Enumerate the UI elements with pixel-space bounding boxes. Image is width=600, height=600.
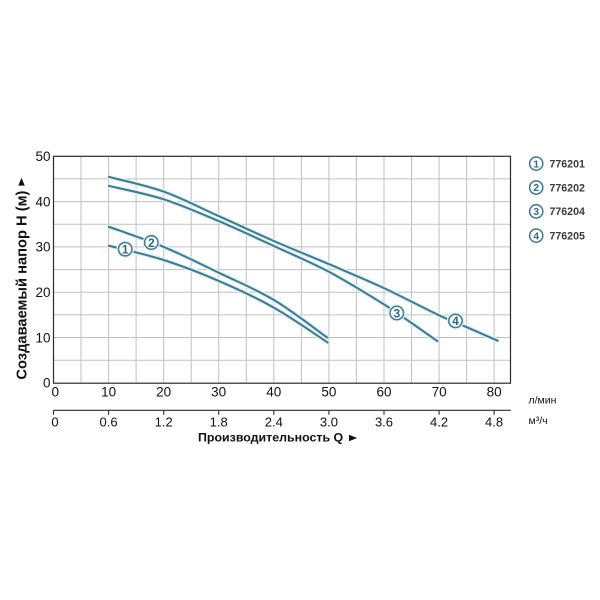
svg-text:2: 2 [533,183,539,194]
svg-text:м³/ч: м³/ч [529,415,548,427]
svg-text:0: 0 [51,385,59,400]
svg-text:2.4: 2.4 [265,415,283,430]
svg-text:40: 40 [35,194,50,209]
svg-text:30: 30 [211,385,226,400]
svg-text:70: 70 [432,385,447,400]
svg-text:4: 4 [452,314,459,328]
svg-text:776204: 776204 [550,206,585,218]
svg-text:20: 20 [156,385,171,400]
svg-text:Производительность Q: Производительность Q [198,431,344,445]
svg-text:3.0: 3.0 [320,415,338,430]
svg-text:776202: 776202 [550,182,585,194]
svg-text:0: 0 [43,376,51,391]
svg-text:2: 2 [148,236,155,250]
svg-text:40: 40 [266,385,281,400]
svg-text:л/мин: л/мин [529,395,557,407]
svg-text:4: 4 [533,231,539,242]
svg-text:80: 80 [487,385,502,400]
svg-text:50: 50 [321,385,336,400]
svg-text:1: 1 [533,159,539,170]
svg-text:Создаваемый напор Н (м): Создаваемый напор Н (м) [15,191,31,380]
svg-text:3.6: 3.6 [375,415,393,430]
svg-text:0: 0 [51,415,58,430]
svg-text:60: 60 [376,385,391,400]
svg-text:4.8: 4.8 [485,415,503,430]
svg-text:776205: 776205 [550,230,585,242]
svg-text:1.8: 1.8 [210,415,228,430]
svg-text:30: 30 [35,240,50,255]
svg-text:1: 1 [122,243,129,257]
svg-text:20: 20 [35,285,50,300]
svg-text:776201: 776201 [550,158,585,170]
svg-text:10: 10 [35,330,50,345]
svg-text:10: 10 [101,385,116,400]
svg-text:3: 3 [393,306,400,320]
svg-text:4.2: 4.2 [430,415,448,430]
svg-text:3: 3 [533,207,539,218]
svg-text:0.6: 0.6 [100,415,118,430]
svg-text:1.2: 1.2 [155,415,173,430]
svg-text:50: 50 [35,149,50,164]
